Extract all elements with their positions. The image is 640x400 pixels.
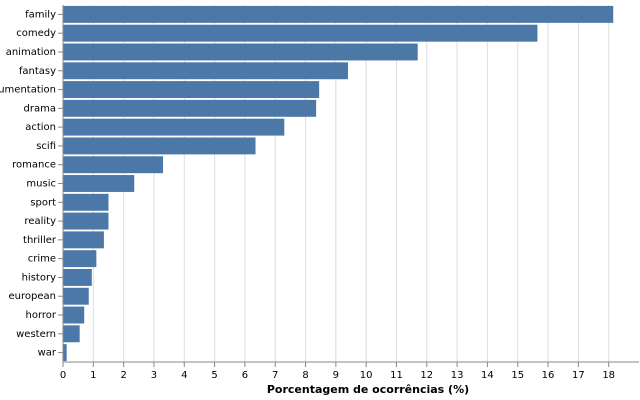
x-tick-label: 16 (542, 370, 555, 381)
y-tick-label: music (26, 179, 56, 190)
x-tick-label: 12 (420, 370, 433, 381)
x-tick-label: 18 (602, 370, 615, 381)
y-tick-label: european (9, 291, 56, 302)
x-tick-label: 15 (511, 370, 524, 381)
x-tick-label: 14 (481, 370, 494, 381)
y-tick-label: family (25, 9, 56, 20)
x-tick-label: 6 (242, 370, 248, 381)
bar (63, 156, 164, 174)
y-tick-label: drama (24, 103, 56, 114)
x-tick-label: 3 (151, 370, 157, 381)
bar (63, 118, 285, 136)
y-tick-label: horror (25, 310, 56, 321)
y-tick-label: documentation (0, 85, 56, 96)
bar (63, 137, 256, 155)
y-tick-label: history (22, 272, 56, 283)
x-tick-label: 13 (451, 370, 464, 381)
y-tick-label: action (25, 122, 56, 133)
x-tick-label: 10 (360, 370, 373, 381)
bar (63, 5, 614, 23)
y-tick-label: crime (28, 254, 56, 265)
x-tick-label: 2 (120, 370, 126, 381)
bar (63, 193, 109, 211)
y-tick-label: comedy (16, 28, 56, 39)
bar (63, 250, 97, 268)
x-tick-label: 5 (211, 370, 217, 381)
bar (63, 268, 92, 286)
y-tick-label: animation (6, 47, 56, 58)
x-tick-label: 8 (302, 370, 308, 381)
y-tick-label: western (16, 329, 56, 340)
bar (63, 212, 109, 230)
plot (62, 5, 614, 367)
y-tick-label: fantasy (19, 66, 56, 77)
bar (63, 175, 135, 192)
y-tick-label: reality (24, 216, 56, 227)
y-tick-label: thriller (23, 235, 57, 246)
x-tick-label: 0 (60, 370, 66, 381)
y-tick-label: scifi (36, 141, 56, 152)
x-tick-label: 1 (90, 370, 96, 381)
y-tick-label: war (38, 348, 57, 359)
bar (63, 306, 85, 324)
x-axis-title: Porcentagem de ocorrências (%) (267, 383, 469, 396)
bar (63, 81, 320, 99)
bar (63, 325, 80, 343)
bar (63, 287, 89, 305)
x-tick-label: 11 (390, 370, 403, 381)
bar (63, 43, 418, 61)
y-tick-label: sport (30, 197, 56, 208)
bar (63, 344, 67, 362)
x-tick-label: 7 (272, 370, 278, 381)
bar (63, 231, 104, 249)
bar (63, 62, 348, 80)
bar (63, 24, 538, 42)
x-tick-label: 4 (181, 370, 187, 381)
y-tick-label: romance (12, 160, 56, 171)
x-tick-label: 17 (572, 370, 585, 381)
x-tick-label: 9 (333, 370, 339, 381)
bar (63, 99, 317, 117)
